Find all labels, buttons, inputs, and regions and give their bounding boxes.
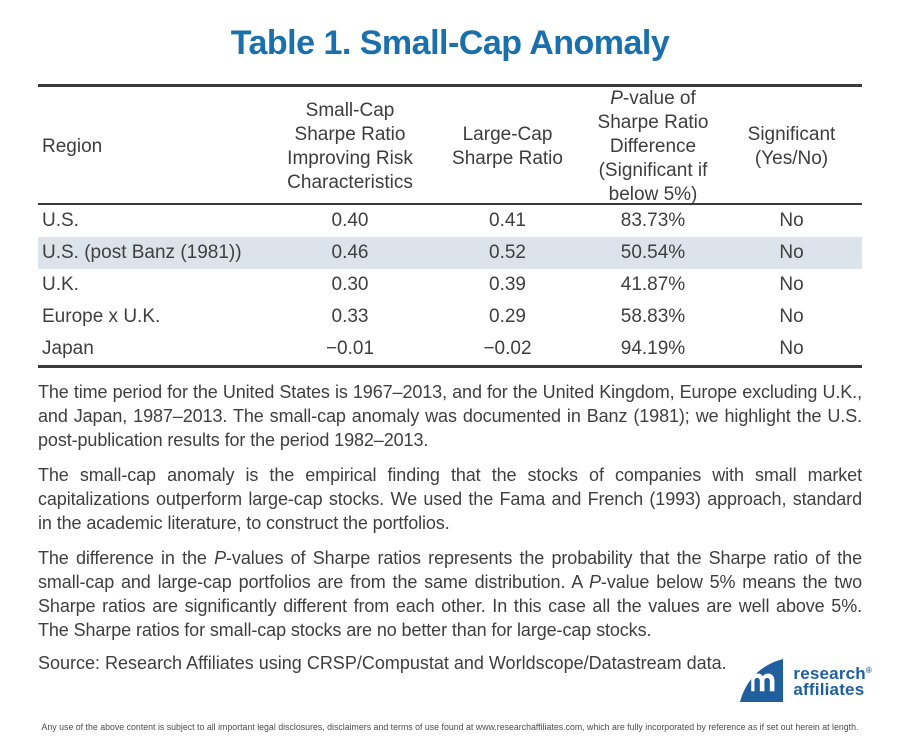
cell-significant: No [779, 306, 804, 327]
cell-region: U.S. (post Banz (1981)) [42, 242, 242, 263]
cell-significant: No [779, 338, 804, 359]
header-cell-region: Region [42, 136, 103, 157]
legal-disclaimer: Any use of the above content is subject … [41, 722, 859, 732]
cell-significant: No [779, 274, 804, 295]
registered-mark-icon: ® [865, 666, 872, 675]
cell-significant: No [779, 242, 804, 263]
header-cell-p-value: P-value of Sharpe Ratio Difference (Sign… [597, 88, 709, 205]
cell-large-cap: 0.41 [489, 210, 526, 231]
note-anomaly: The small-cap anomaly is the empirical f… [38, 465, 862, 533]
header-cell-significant: Significant (Yes/No) [747, 124, 836, 169]
cell-small-cap: 0.40 [331, 210, 369, 231]
cell-p-value: 83.73% [620, 210, 686, 231]
cell-small-cap: −0.01 [325, 338, 375, 359]
logo-line2: affiliates [793, 680, 865, 699]
cell-p-value: 94.19% [620, 338, 686, 359]
cell-significant: No [779, 210, 804, 231]
page-title: Table 1. Small-Cap Anomaly [230, 24, 670, 62]
cell-small-cap: 0.30 [331, 274, 369, 295]
table-row-us-post-banz: U.S. (post Banz (1981)) 0.46 0.52 50.54%… [38, 237, 862, 269]
table-row-japan: Japan −0.01 −0.02 94.19% No [38, 333, 862, 365]
ra-monogram-icon [740, 658, 784, 703]
research-affiliates-logo: research® affiliates [738, 657, 872, 704]
header-cell-large-cap-sharpe: Large-Cap Sharpe Ratio [452, 124, 563, 169]
cell-large-cap: 0.39 [489, 274, 526, 295]
table-row-europe-x-uk: Europe x U.K. 0.33 0.29 58.83% No [38, 301, 862, 333]
cell-p-value: 58.83% [620, 306, 686, 327]
cell-region: Japan [42, 338, 94, 359]
cell-large-cap: 0.29 [489, 306, 526, 327]
header-cell-small-cap-sharpe: Small-Cap Sharpe Ratio Improving Risk Ch… [287, 100, 413, 193]
cell-large-cap: −0.02 [483, 338, 532, 359]
cell-region: Europe x U.K. [42, 306, 161, 327]
cell-p-value: 50.54% [620, 242, 686, 263]
note-p-value: The difference in the P-values of Sharpe… [38, 548, 863, 640]
logo-wordmark: research® affiliates [793, 663, 872, 698]
cell-p-value: 41.87% [620, 274, 686, 295]
cell-small-cap: 0.33 [331, 306, 369, 327]
logo-line1: research [793, 664, 866, 683]
cell-region: U.K. [42, 274, 79, 295]
source-line: Source: Research Affiliates using CRSP/C… [38, 653, 727, 673]
note-time-period: The time period for the United States is… [38, 382, 862, 450]
cell-small-cap: 0.46 [331, 242, 369, 263]
cell-large-cap: 0.52 [489, 242, 526, 263]
footnotes: The time period for the United States is… [38, 380, 862, 642]
data-table: Region Small-Cap Sharpe Ratio Improving … [38, 84, 862, 368]
table-row-us: U.S. 0.40 0.41 83.73% No [38, 205, 862, 237]
table-row-uk: U.K. 0.30 0.39 41.87% No [38, 269, 862, 301]
cell-region: U.S. [42, 210, 79, 231]
table-header-row: Region Small-Cap Sharpe Ratio Improving … [38, 87, 862, 205]
